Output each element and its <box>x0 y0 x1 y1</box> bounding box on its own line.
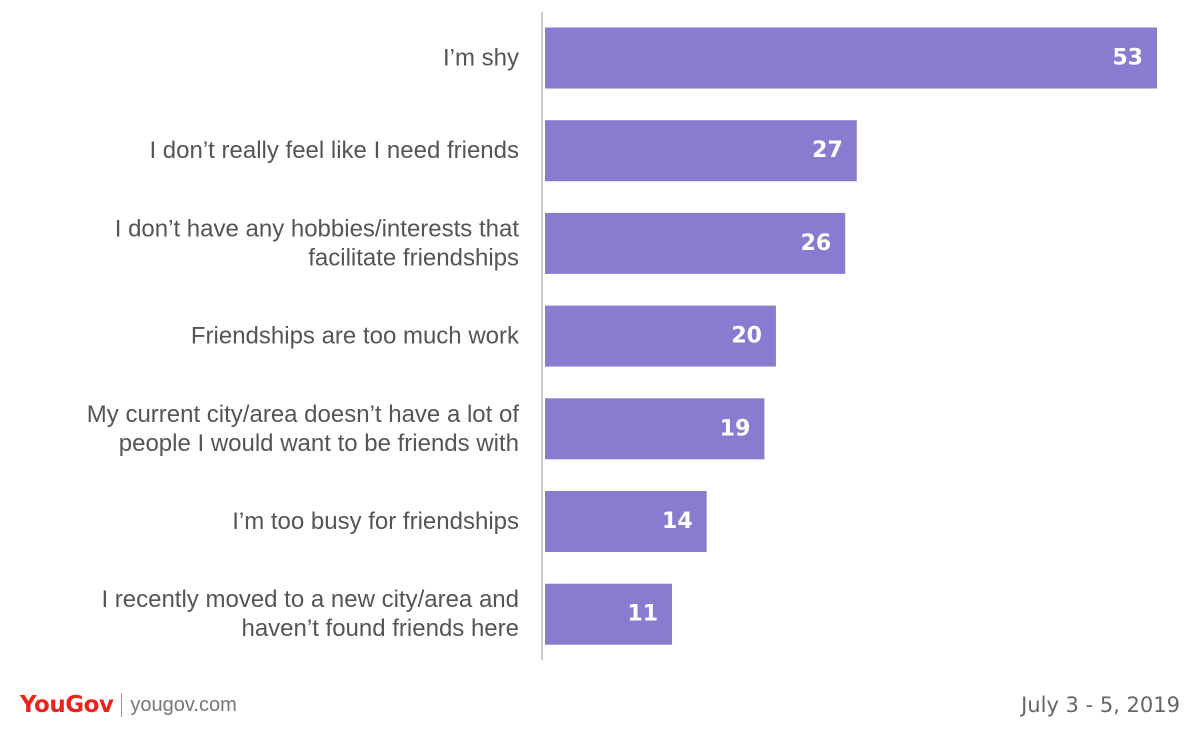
bar-3 <box>545 305 776 367</box>
category-label-3: Friendships are too much work <box>191 323 520 350</box>
bar-4 <box>545 398 765 460</box>
bar-5 <box>545 491 707 552</box>
category-label-2-line-1: facilitate friendships <box>308 244 519 271</box>
value-label-0: 53 <box>1112 46 1143 71</box>
bar-2 <box>545 212 846 274</box>
category-label-6-line-0: I recently moved to a new city/area and <box>101 586 519 613</box>
brand-divider <box>121 693 123 717</box>
category-label-0: I’m shy <box>443 45 519 72</box>
value-label-6: 11 <box>627 602 658 627</box>
category-label-6-line-1: haven’t found friends here <box>241 615 519 642</box>
category-label-1: I don’t really feel like I need friends <box>149 137 519 164</box>
category-label-4-line-1: people I would want to be friends with <box>119 430 519 457</box>
bar-1 <box>545 120 857 182</box>
value-label-4: 19 <box>720 416 751 441</box>
category-label-4-line-0: My current city/area doesn’t have a lot … <box>87 401 520 428</box>
value-label-3: 20 <box>731 324 762 349</box>
category-label-2-line-0: I don’t have any hobbies/interests that <box>115 215 520 242</box>
bar-0 <box>545 27 1157 89</box>
value-label-1: 27 <box>812 138 843 163</box>
survey-date: July 3 - 5, 2019 <box>1021 693 1180 717</box>
value-label-5: 14 <box>662 509 693 534</box>
brand-footer: YouGov yougov.com <box>20 688 237 722</box>
brand-url: yougov.com <box>130 693 237 716</box>
yougov-logo: YouGov <box>20 692 114 718</box>
category-label-5: I’m too busy for friendships <box>232 508 519 535</box>
bar-6 <box>545 583 673 645</box>
value-label-2: 26 <box>801 231 832 256</box>
